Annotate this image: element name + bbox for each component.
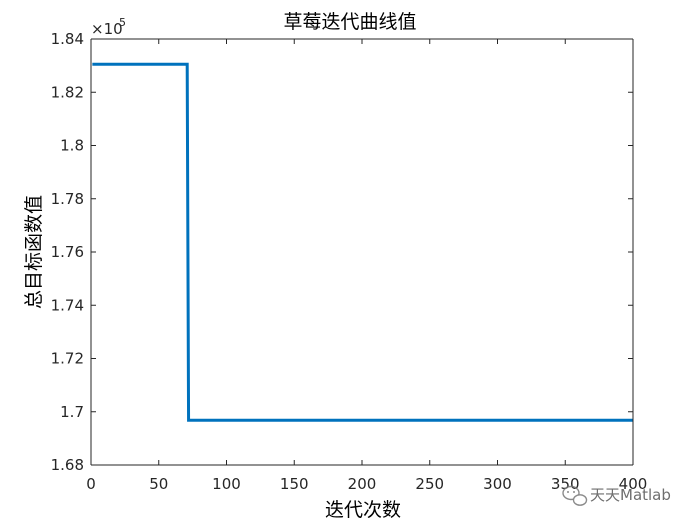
y-exponent: ×10 5 xyxy=(91,16,126,38)
x-tick-label: 350 xyxy=(551,475,580,493)
y-tick-label: 1.72 xyxy=(51,350,84,368)
watermark-text: 天天Matlab xyxy=(590,486,671,504)
chart-title: 草莓迭代曲线值 xyxy=(283,11,416,33)
series-layer xyxy=(92,62,633,422)
y-exponent-power: 5 xyxy=(119,16,126,29)
x-tick-label: 300 xyxy=(483,475,512,493)
x-tick-label: 150 xyxy=(280,475,309,493)
series-line-0 xyxy=(92,62,633,422)
x-tick-label: 100 xyxy=(212,475,241,493)
y-tick-label: 1.68 xyxy=(51,456,84,474)
watermark: 天天Matlab xyxy=(562,485,671,506)
x-tick-label: 200 xyxy=(348,475,377,493)
y-exponent-base: ×10 xyxy=(91,20,123,38)
x-axis-label: 迭代次数 xyxy=(325,499,401,521)
y-tick-label: 1.84 xyxy=(51,30,84,48)
y-axis-label: 总目标函数值 xyxy=(23,195,45,309)
y-tick-label: 1.76 xyxy=(51,243,84,261)
y-tick-label: 1.74 xyxy=(51,296,84,314)
y-tick-label: 1.7 xyxy=(60,403,84,421)
plot-area xyxy=(91,39,633,465)
x-tick-label: 250 xyxy=(415,475,444,493)
x-tick-label: 400 xyxy=(619,475,648,493)
y-tick-label: 1.78 xyxy=(51,190,84,208)
y-tick-label: 1.8 xyxy=(60,137,84,155)
y-tick-label: 1.82 xyxy=(51,83,84,101)
wechat-icon xyxy=(562,485,588,506)
x-tick-label: 0 xyxy=(86,475,96,493)
ticks-layer: 0 50 100 150 200 250 300 350 400 1.68 1.7 1.72 1.74 1… xyxy=(51,30,648,493)
x-tick-label: 50 xyxy=(149,475,168,493)
